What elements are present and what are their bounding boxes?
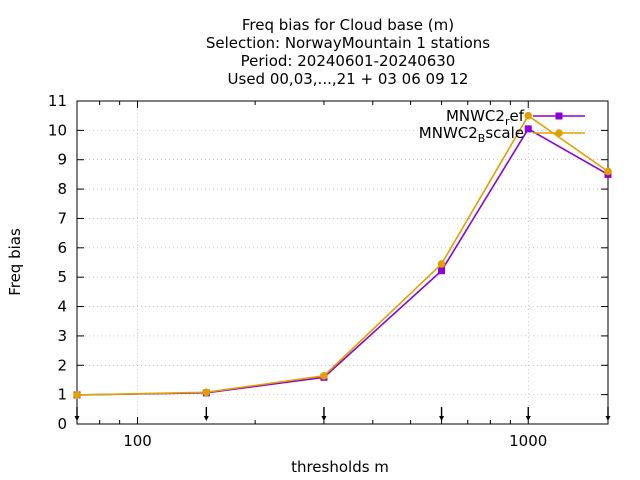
data-point — [438, 267, 446, 275]
y-tick-label: 10 — [48, 121, 67, 139]
y-tick-label: 4 — [57, 298, 67, 316]
title-line: Used 00,03,...,21 + 03 06 09 12 — [228, 70, 469, 88]
legend-label: MNWC2ref — [446, 107, 525, 128]
y-tick-label: 8 — [57, 180, 67, 198]
plot-frame — [76, 100, 609, 425]
data-point — [320, 372, 328, 380]
y-tick-label: 11 — [48, 92, 67, 110]
legend-marker — [555, 129, 563, 137]
y-tick-label: 0 — [57, 415, 67, 433]
y-axis-label: Freq bias — [6, 228, 24, 296]
threshold-marker-arrow — [605, 416, 611, 421]
data-point — [604, 167, 612, 176]
data-point — [437, 260, 446, 268]
x-tick-labels: 100 1000 — [123, 432, 547, 450]
series-2 — [73, 111, 612, 399]
y-tick-label: 2 — [57, 356, 67, 374]
legend-marker — [555, 112, 563, 120]
legend-label: MNWC2Bscale — [419, 124, 524, 145]
data-point — [202, 388, 211, 397]
data-point — [73, 391, 81, 399]
series — [73, 111, 612, 399]
data-point — [524, 125, 532, 133]
y-tick-labels: 0 1 2 3 4 5 6 7 8 9 10 11 — [48, 92, 67, 433]
chart-title: Freq bias for Cloud base (m)Selection: N… — [206, 16, 490, 88]
threshold-markers — [74, 407, 611, 421]
threshold-marker-arrow — [203, 416, 209, 421]
title-line: Selection: NorwayMountain 1 stations — [206, 34, 490, 52]
x-axis-label: thresholds m — [291, 458, 389, 476]
y-tick-label: 7 — [57, 209, 67, 227]
title-line: Freq bias for Cloud base (m) — [242, 16, 454, 34]
y-tick-label: 9 — [57, 151, 67, 169]
series-line — [76, 114, 609, 396]
threshold-marker-arrow — [321, 416, 327, 421]
y-tick-label: 1 — [57, 386, 67, 404]
y-tick-label: 5 — [57, 268, 67, 286]
threshold-marker-arrow — [74, 416, 80, 421]
threshold-marker-arrow — [525, 416, 531, 421]
axis-ticks — [76, 100, 608, 425]
title-line: Period: 20240601-20240630 — [241, 52, 456, 70]
y-tick-label: 3 — [57, 327, 67, 345]
threshold-marker-arrow — [439, 416, 445, 421]
x-tick-label: 100 — [123, 432, 152, 450]
y-tick-label: 6 — [57, 239, 67, 257]
grid — [77, 101, 608, 424]
data-point — [524, 111, 533, 120]
x-tick-label: 1000 — [509, 432, 547, 450]
